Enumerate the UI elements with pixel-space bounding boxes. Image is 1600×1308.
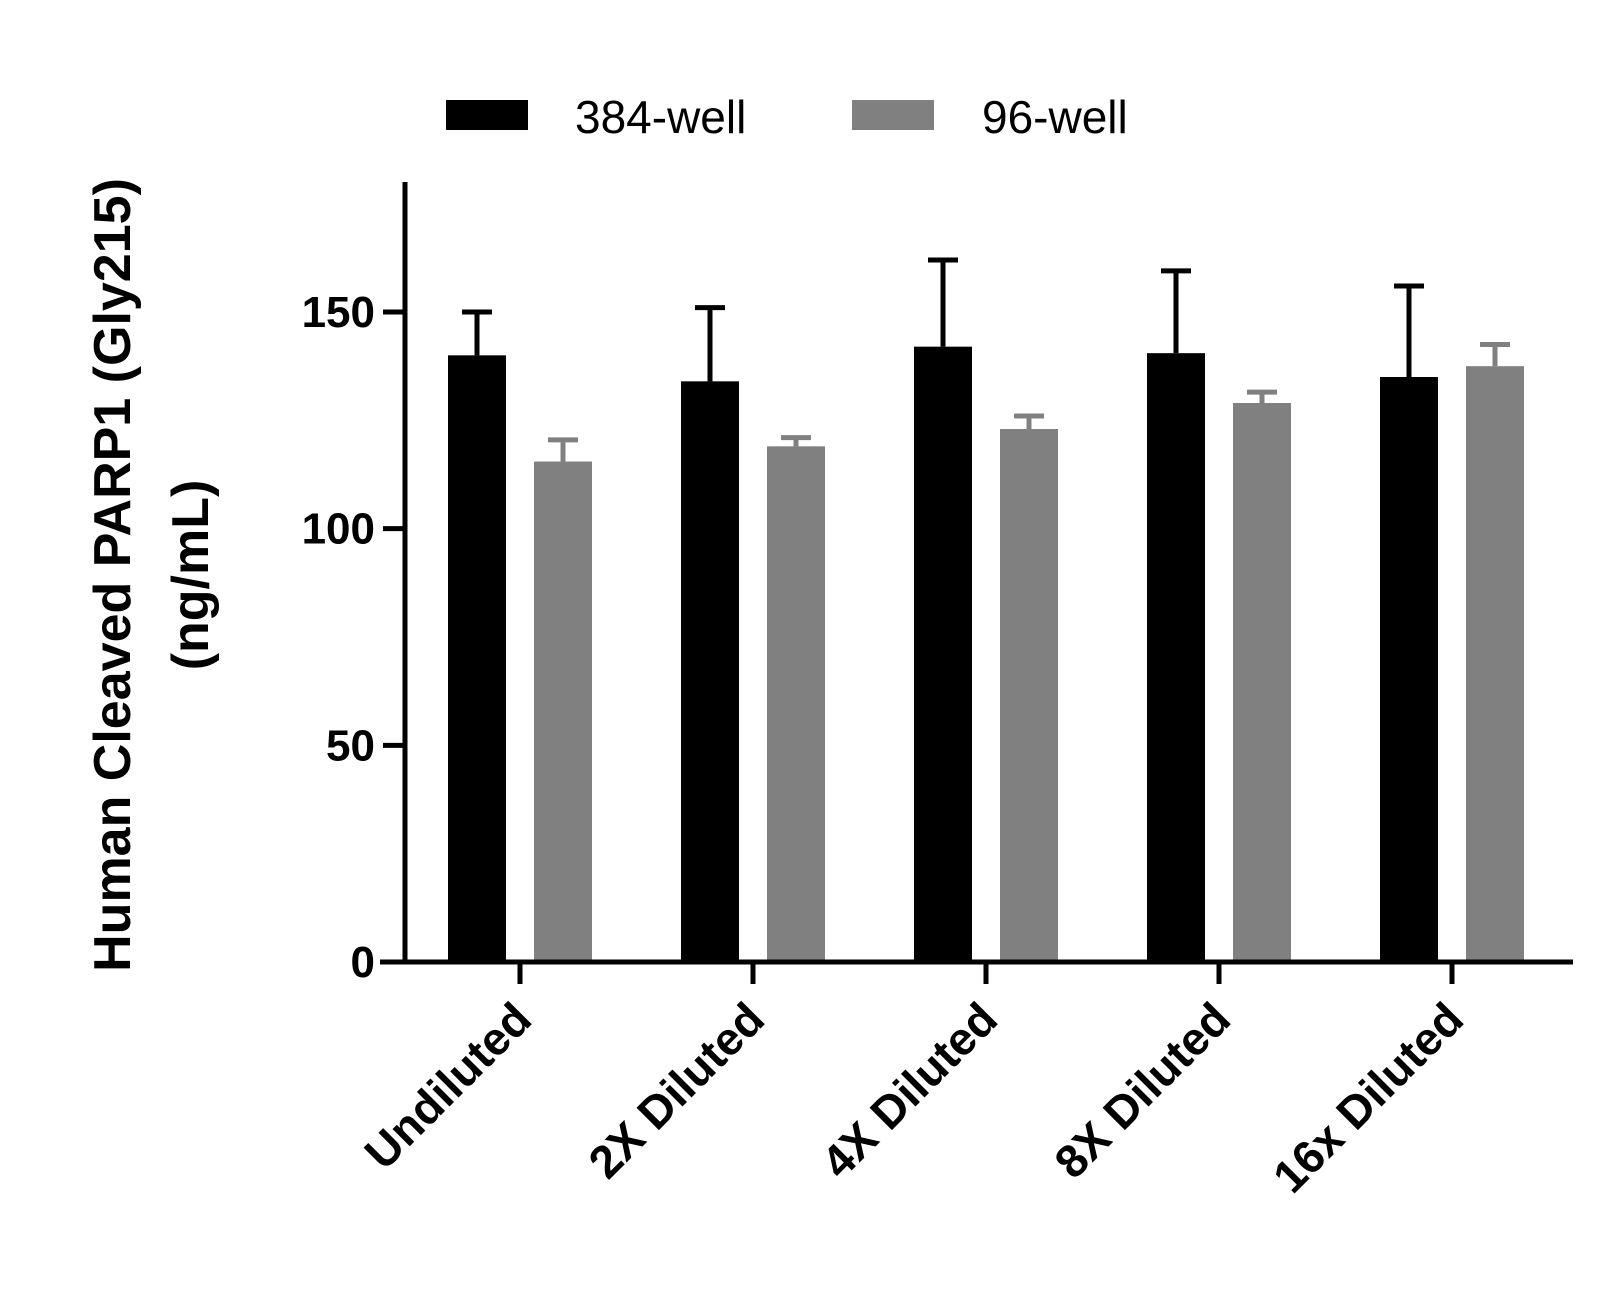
bar-384-well-undiluted <box>448 355 506 962</box>
bars <box>448 346 1524 963</box>
legend: 384-well 96-well <box>446 91 1128 143</box>
error-bar-96-well-4x-diluted <box>1014 413 1044 429</box>
legend-label-384-well: 384-well <box>575 91 746 143</box>
y-tick-label-50: 50 <box>326 721 375 770</box>
x-tick-label-16x-diluted: 16x Diluted <box>1263 992 1473 1202</box>
x-tick-label-undiluted: Undiluted <box>354 992 541 1179</box>
x-tick-label-4x-diluted: 4X Diluted <box>811 992 1007 1188</box>
error-bar-96-well-16x-diluted <box>1480 342 1510 367</box>
x-tick-label-2x-diluted: 2X Diluted <box>578 992 774 1188</box>
x-axis-ticks <box>517 962 1455 984</box>
bar-384-well-4x-diluted <box>914 346 972 963</box>
bar-96-well-4x-diluted <box>1000 429 1058 962</box>
error-bar-96-well-8x-diluted <box>1247 389 1277 403</box>
error-bar-384-well-4x-diluted <box>928 257 958 347</box>
x-axis-labels: Undiluted 2X Diluted 4X Diluted 8X Diluted 1… <box>354 992 1473 1202</box>
error-bar-384-well-8x-diluted <box>1161 268 1191 354</box>
bar-384-well-2x-diluted <box>681 381 739 962</box>
error-bar-96-well-undiluted <box>548 437 578 462</box>
y-axis-title: Human Cleaved PARP1 (Gly215) (ng/mL) <box>84 178 220 972</box>
error-bar-384-well-2x-diluted <box>695 305 725 382</box>
y-axis-title-line-2: (ng/mL) <box>162 480 220 671</box>
error-bar-384-well-undiluted <box>462 309 492 356</box>
error-bars <box>462 257 1510 462</box>
bar-96-well-8x-diluted <box>1233 403 1291 962</box>
y-axis-ticks: 0 50 100 150 <box>302 288 405 987</box>
bar-96-well-undiluted <box>534 461 592 962</box>
legend-swatch-384-well <box>446 100 528 130</box>
y-tick-label-150: 150 <box>302 288 375 337</box>
legend-label-96-well: 96-well <box>982 91 1128 143</box>
x-tick-label-8x-diluted: 8X Diluted <box>1044 992 1240 1188</box>
bar-96-well-2x-diluted <box>767 446 825 962</box>
bar-96-well-16x-diluted <box>1466 366 1524 963</box>
y-tick-label-0: 0 <box>351 938 375 987</box>
y-axis-title-line-1: Human Cleaved PARP1 (Gly215) <box>84 178 142 972</box>
error-bar-384-well-16x-diluted <box>1394 283 1424 377</box>
y-tick-label-100: 100 <box>302 505 375 554</box>
bar-384-well-8x-diluted <box>1147 353 1205 963</box>
bar-384-well-16x-diluted <box>1380 377 1438 962</box>
error-bar-96-well-2x-diluted <box>781 435 811 447</box>
legend-swatch-96-well <box>852 100 934 130</box>
